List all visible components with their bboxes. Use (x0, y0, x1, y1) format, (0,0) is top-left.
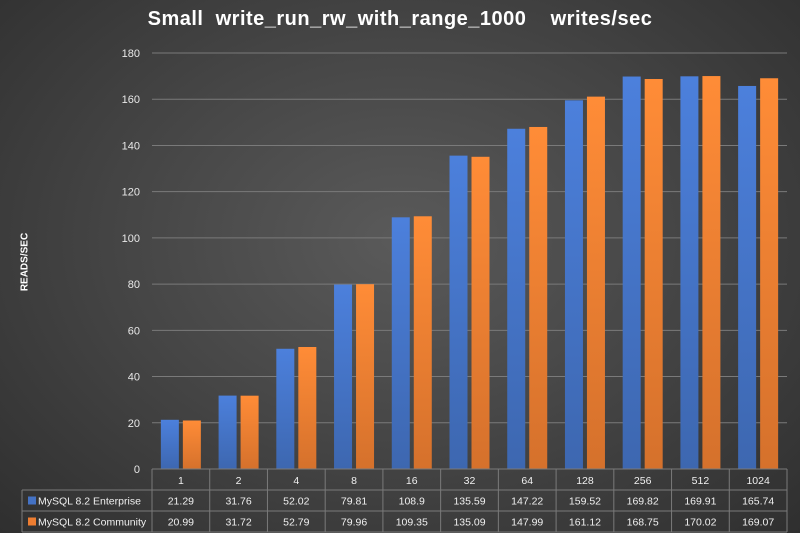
bar (356, 284, 375, 469)
data-label: 109.35 (396, 517, 428, 529)
data-label: 79.81 (341, 496, 367, 508)
y-tick-label: 140 (122, 140, 140, 152)
data-label: 135.09 (453, 517, 485, 529)
bar (644, 79, 663, 469)
data-label: 169.82 (627, 496, 659, 508)
bar (413, 216, 432, 469)
bar (760, 78, 779, 470)
data-label: 52.02 (283, 496, 309, 508)
legend-swatch (28, 517, 36, 526)
bar (298, 346, 317, 469)
data-label: 147.99 (511, 517, 543, 529)
legend-label: MySQL 8.2 Community (38, 517, 147, 529)
x-category-label: 8 (351, 475, 357, 487)
y-tick-label: 100 (122, 233, 140, 245)
legend-label: MySQL 8.2 Enterprise (38, 496, 141, 508)
chart-title: Small write_run_rw_with_range_1000 write… (147, 8, 653, 30)
bar (622, 76, 641, 470)
y-tick-label: 60 (128, 325, 140, 337)
x-category-label: 32 (464, 475, 476, 487)
bar (391, 217, 410, 469)
data-label: 31.72 (225, 517, 251, 529)
x-category-label: 256 (634, 475, 652, 487)
x-category-label: 4 (293, 475, 299, 487)
bar (276, 348, 295, 469)
data-label: 168.75 (627, 517, 659, 529)
data-label: 108.9 (399, 496, 425, 508)
data-label: 159.52 (569, 496, 601, 508)
y-tick-label: 80 (128, 279, 140, 291)
bar (160, 419, 179, 469)
y-tick-label: 160 (122, 94, 140, 106)
data-label: 21.29 (168, 496, 194, 508)
bar (680, 76, 699, 469)
data-label: 31.76 (225, 496, 251, 508)
data-label: 169.91 (684, 496, 716, 508)
x-category-label: 2 (236, 475, 242, 487)
x-category-label: 128 (576, 475, 594, 487)
bar (334, 284, 353, 469)
data-label: 135.59 (453, 496, 485, 508)
bar (529, 126, 548, 469)
data-label: 161.12 (569, 517, 601, 529)
bar (586, 96, 605, 469)
bar (738, 85, 757, 469)
bar (471, 156, 490, 470)
bar (218, 395, 237, 469)
x-category-label: 64 (521, 475, 533, 487)
data-label: 169.07 (742, 517, 774, 529)
bar (564, 100, 583, 470)
x-category-label: 1024 (746, 475, 770, 487)
y-tick-label: 0 (134, 464, 140, 476)
x-category-label: 16 (406, 475, 418, 487)
bar (449, 155, 468, 469)
data-label: 147.22 (511, 496, 543, 508)
bar (702, 76, 721, 470)
y-tick-label: 40 (128, 372, 140, 384)
bar (240, 395, 259, 469)
bar (182, 420, 201, 469)
legend-swatch (28, 496, 36, 505)
x-category-label: 1 (178, 475, 184, 487)
y-tick-label: 20 (128, 418, 140, 430)
data-label: 170.02 (684, 517, 716, 529)
bar (507, 128, 526, 469)
data-label: 52.79 (283, 517, 309, 529)
data-label: 20.99 (168, 517, 194, 529)
y-tick-label: 180 (122, 48, 140, 60)
y-tick-label: 120 (122, 187, 140, 199)
x-category-label: 512 (692, 475, 710, 487)
data-label: 165.74 (742, 496, 774, 508)
data-label: 79.96 (341, 517, 367, 529)
